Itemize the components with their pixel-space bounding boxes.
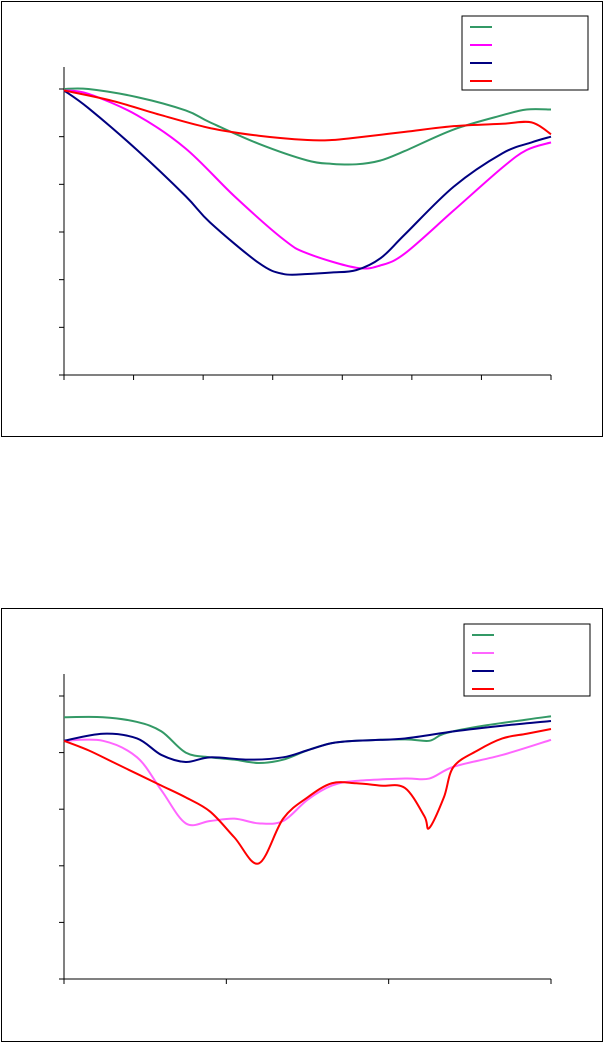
series-line-4 — [63, 728, 552, 865]
series-line-3 — [63, 720, 552, 764]
series-line-4 — [63, 89, 552, 142]
chart-2-svg — [59, 623, 591, 984]
series-line-2 — [63, 89, 552, 270]
chart-1 — [1, 1, 603, 437]
series-line-1 — [63, 87, 552, 166]
series-line-1 — [63, 715, 552, 764]
chart-1-svg — [59, 15, 589, 380]
chart-2 — [1, 608, 603, 1042]
series-line-3 — [63, 89, 552, 276]
legend-box — [461, 15, 589, 91]
series-line-2 — [63, 738, 552, 827]
